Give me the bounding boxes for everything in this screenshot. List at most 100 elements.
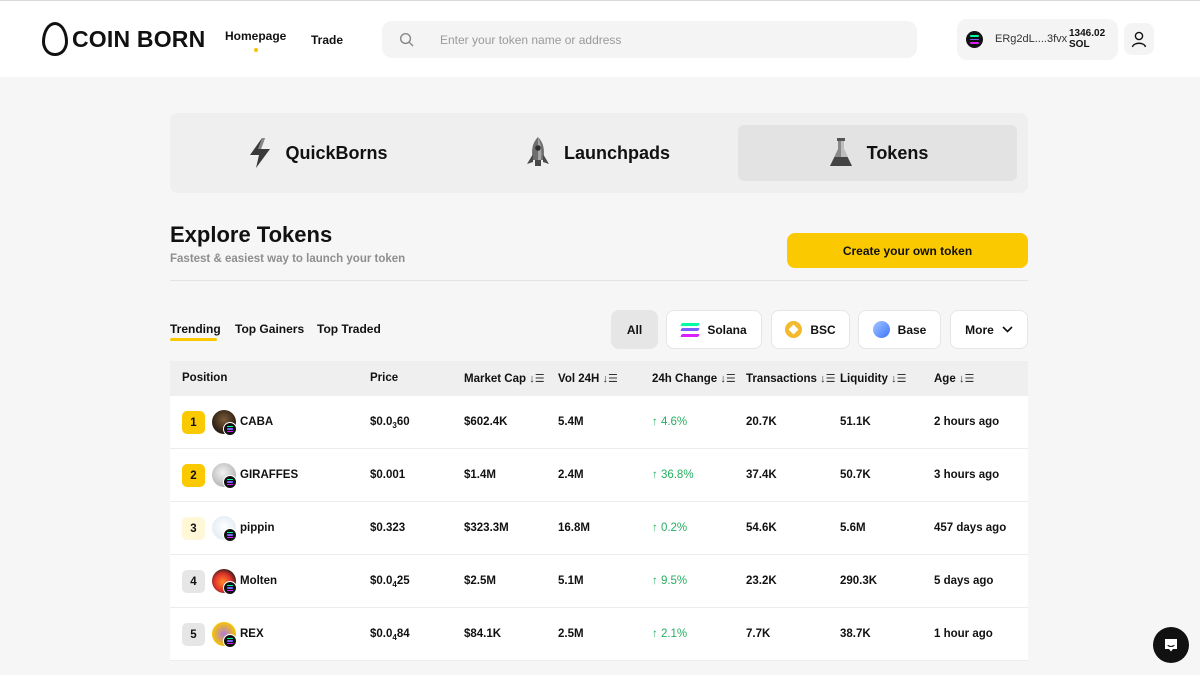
active-dot-indicator	[253, 48, 258, 52]
tab-quickborns[interactable]: QuickBorns	[180, 125, 455, 181]
solana-badge-icon	[223, 581, 237, 595]
rank-badge: 4	[182, 570, 205, 593]
sort-icon: ↓☰	[529, 373, 545, 385]
wallet-balance-currency: SOL	[1069, 39, 1090, 50]
token-price: $0.0425	[370, 575, 410, 589]
chat-icon	[1165, 639, 1177, 652]
rank-badge: 2	[182, 464, 205, 487]
change-24h: ↑ 36.8%	[652, 469, 694, 481]
column-header-liquidity[interactable]: Liquidity ↓☰	[840, 373, 907, 385]
table-row[interactable]: 5 REX $0.0484 $84.1K 2.5M ↑ 2.1% 7.7K 38…	[170, 608, 1028, 661]
volume-24h: 16.8M	[558, 522, 590, 534]
search-bar	[382, 21, 917, 58]
token-age: 2 hours ago	[934, 416, 1000, 428]
wallet-address: ERg2dL....3fvx	[995, 33, 1068, 45]
user-icon	[1131, 31, 1147, 47]
base-icon	[872, 321, 890, 338]
column-header-position: Position	[182, 372, 228, 384]
token-age: 1 hour ago	[934, 628, 993, 640]
chain-filter-more[interactable]: More	[950, 310, 1028, 349]
token-price: $0.0484	[370, 628, 410, 642]
transactions: 20.7K	[746, 416, 777, 428]
solana-coin-icon	[966, 31, 983, 48]
solana-badge-icon	[223, 634, 237, 648]
token-name: pippin	[240, 522, 275, 534]
search-input[interactable]	[440, 21, 900, 58]
rank-badge: 3	[182, 517, 205, 540]
market-cap: $323.3M	[464, 522, 509, 534]
token-name: CABA	[240, 416, 274, 428]
nav-trade-label: Trade	[311, 33, 344, 47]
egg-logo-icon	[42, 22, 68, 56]
logo[interactable]: COIN BORN	[42, 22, 205, 56]
solana-icon	[680, 322, 701, 337]
table-header: Position Price Market Cap ↓☰ Vol 24H ↓☰ …	[170, 361, 1028, 396]
tab-top-traded[interactable]: Top Traded	[317, 322, 381, 336]
transactions: 23.2K	[746, 575, 777, 587]
liquidity: 51.1K	[840, 416, 871, 428]
volume-24h: 5.1M	[558, 575, 584, 587]
nav-homepage-label: Homepage	[225, 29, 287, 43]
transactions: 54.6K	[746, 522, 777, 534]
chain-more-label: More	[965, 322, 994, 337]
nav-homepage[interactable]: Homepage	[225, 29, 286, 52]
column-header-vol-24h[interactable]: Vol 24H ↓☰	[558, 373, 618, 385]
flask-icon	[829, 138, 852, 166]
chain-filter-solana[interactable]: Solana	[666, 310, 762, 349]
tab-tokens[interactable]: Tokens	[738, 125, 1017, 181]
transactions: 37.4K	[746, 469, 777, 481]
sort-icon: ↓☰	[891, 373, 907, 385]
tab-launchpads[interactable]: Launchpads	[460, 125, 734, 181]
solana-badge-icon	[223, 475, 237, 489]
column-header-age[interactable]: Age ↓☰	[934, 373, 975, 385]
rank-badge: 1	[182, 411, 205, 434]
profile-button[interactable]	[1124, 23, 1154, 55]
nav-trade[interactable]: Trade	[311, 33, 343, 47]
token-name: GIRAFFES	[240, 469, 299, 481]
chevron-down-icon	[1002, 326, 1013, 333]
rocket-icon	[526, 137, 549, 166]
token-price: $0.0360	[370, 416, 410, 430]
change-24h: ↑ 9.5%	[652, 575, 688, 587]
bsc-icon	[785, 321, 803, 338]
create-token-button[interactable]: Create your own token	[787, 233, 1028, 268]
tab-tokens-label: Tokens	[866, 142, 929, 163]
change-24h: ↑ 0.2%	[652, 522, 688, 534]
chain-solana-label: Solana	[707, 322, 747, 337]
chain-bsc-label: BSC	[810, 322, 836, 337]
sort-icon: ↓☰	[720, 373, 736, 385]
token-name: Molten	[240, 575, 278, 587]
chain-filter-base[interactable]: Base	[858, 310, 941, 349]
market-cap: $1.4M	[464, 469, 496, 481]
column-header-transactions[interactable]: Transactions ↓☰	[746, 373, 836, 385]
wallet-button[interactable]: ERg2dL....3fvx 1346.02 SOL	[957, 19, 1118, 60]
token-name: REX	[240, 628, 264, 640]
chain-filter-all[interactable]: All	[611, 310, 658, 349]
solana-badge-icon	[223, 528, 237, 542]
table-row[interactable]: 4 Molten $0.0425 $2.5M 5.1M ↑ 9.5% 23.2K…	[170, 555, 1028, 608]
volume-24h: 5.4M	[558, 416, 584, 428]
tab-trending[interactable]: Trending	[170, 322, 221, 336]
wallet-balance: 1346.02 SOL	[1069, 28, 1105, 50]
section-divider	[170, 280, 1028, 281]
category-tabs: QuickBorns Launchpads Tokens	[170, 113, 1028, 193]
support-chat-button[interactable]	[1153, 627, 1189, 663]
sort-icon: ↓☰	[602, 373, 618, 385]
tab-quickborns-label: QuickBorns	[285, 142, 388, 163]
logo-text: COIN BORN	[72, 25, 206, 52]
chain-base-label: Base	[897, 322, 927, 337]
column-header-market-cap[interactable]: Market Cap ↓☰	[464, 373, 545, 385]
active-tab-underline	[170, 338, 217, 341]
column-header-24h-change[interactable]: 24h Change ↓☰	[652, 373, 736, 385]
liquidity: 38.7K	[840, 628, 871, 640]
tab-top-gainers[interactable]: Top Gainers	[235, 322, 305, 336]
chain-filter-bsc[interactable]: BSC	[771, 310, 850, 349]
table-row[interactable]: 2 GIRAFFES $0.001 $1.4M 2.4M ↑ 36.8% 37.…	[170, 449, 1028, 502]
token-age: 457 days ago	[934, 522, 1007, 534]
volume-24h: 2.4M	[558, 469, 584, 481]
table-row[interactable]: 3 pippin $0.323 $323.3M 16.8M ↑ 0.2% 54.…	[170, 502, 1028, 555]
table-row[interactable]: 1 CABA $0.0360 $602.4K 5.4M ↑ 4.6% 20.7K…	[170, 396, 1028, 449]
market-cap: $84.1K	[464, 628, 502, 640]
liquidity: 50.7K	[840, 469, 871, 481]
rank-badge: 5	[182, 623, 205, 646]
